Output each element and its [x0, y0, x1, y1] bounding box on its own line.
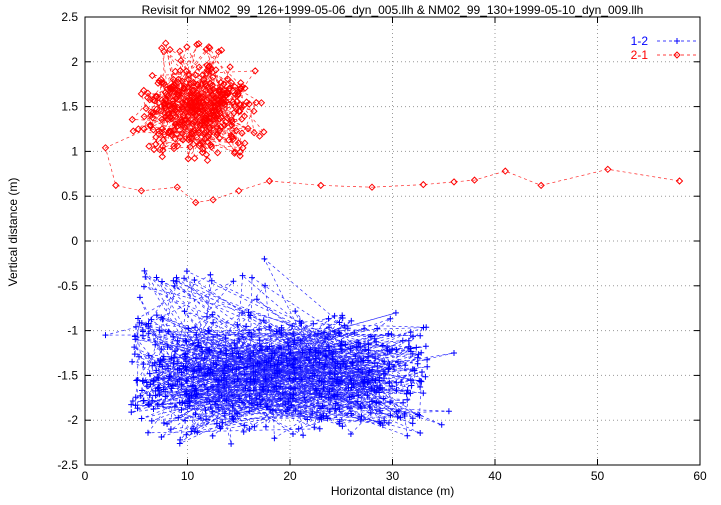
series-2-1 [101, 39, 684, 207]
x-tick-label: 20 [283, 469, 297, 483]
legend: 1-22-1 [631, 34, 697, 62]
y-tick-label: 2 [71, 55, 78, 69]
legend-marker-plus-icon [674, 38, 680, 44]
series-2-1-markers [101, 39, 684, 207]
chart-title: Revisit for NM02_99_126+1999-05-06_dyn_0… [141, 3, 644, 17]
y-tick-label: 2.5 [61, 10, 78, 24]
x-tick-label: 30 [386, 469, 400, 483]
y-tick-label: -1.5 [57, 368, 78, 382]
y-tick-label: -2 [67, 413, 78, 427]
x-tick-label: 40 [488, 469, 502, 483]
y-tick-label: -2.5 [57, 458, 78, 472]
x-tick-label: 0 [82, 469, 89, 483]
series-1-2 [102, 255, 457, 447]
legend-marker-diamond-icon [673, 51, 681, 59]
legend-label-1-2: 1-2 [631, 34, 649, 48]
y-tick-label: -1 [67, 324, 78, 338]
x-tick-label: 60 [693, 469, 707, 483]
y-tick-label: 0.5 [61, 189, 78, 203]
x-tick-labels: 0 10 20 30 40 50 60 [82, 469, 707, 483]
x-tick-label: 10 [181, 469, 195, 483]
tick-marks [84, 16, 701, 466]
x-axis-label: Horizontal distance (m) [330, 484, 455, 498]
grid [85, 17, 700, 465]
series-1-2-markers [102, 255, 457, 447]
x-tick-label: 50 [591, 469, 605, 483]
y-tick-label: -0.5 [57, 279, 78, 293]
y-tick-label: 1.5 [61, 100, 78, 114]
y-tick-label: 1 [71, 144, 78, 158]
legend-label-2-1: 2-1 [631, 48, 649, 62]
y-tick-labels: -2.5 -2 -1.5 -1 -0.5 0 0.5 1 1.5 2 2.5 [57, 10, 78, 472]
y-tick-label: 0 [71, 234, 78, 248]
